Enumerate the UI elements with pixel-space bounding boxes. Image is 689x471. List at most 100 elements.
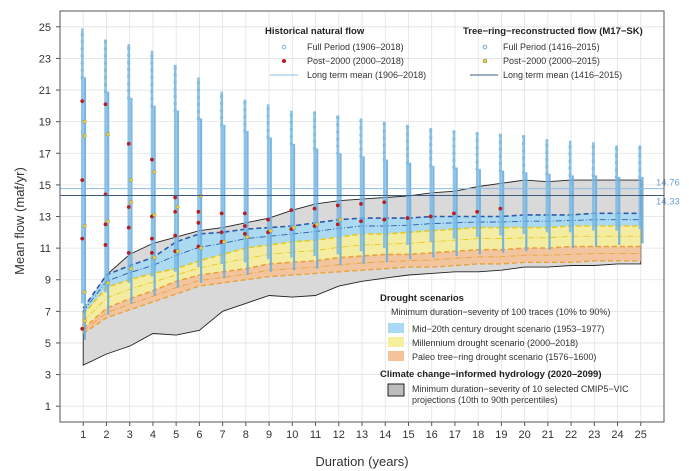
post2000-tree-ring-point — [152, 170, 157, 175]
post2000-historical-point — [173, 233, 178, 238]
tree-ring-range-column — [176, 110, 179, 288]
historical-marker — [429, 142, 433, 147]
legend-tree-post2000-marker — [482, 58, 488, 64]
historical-marker — [266, 128, 270, 132]
historical-range-column — [545, 139, 549, 233]
post2000-tree-ring-point — [82, 224, 87, 228]
y-tick-label: 21 — [39, 85, 51, 97]
historical-marker — [521, 135, 526, 139]
post2000-tree-ring-point — [152, 212, 157, 217]
historical-marker — [521, 170, 526, 174]
post2000-historical-point — [382, 217, 387, 222]
y-tick-label: 19 — [39, 117, 51, 129]
historical-marker — [498, 154, 503, 159]
historical-marker — [498, 161, 503, 166]
x-tick-label: 14 — [379, 429, 391, 441]
historical-marker — [150, 97, 154, 101]
x-tick-label: 18 — [472, 429, 484, 441]
post2000-historical-point — [219, 230, 224, 235]
post2000-tree-ring-point — [106, 132, 110, 137]
tree-ring-range-column — [362, 156, 365, 264]
historical-marker — [243, 129, 247, 133]
post2000-tree-ring-point — [82, 290, 87, 295]
historical-marker — [475, 153, 479, 157]
post2000-tree-ring-point — [268, 228, 273, 233]
historical-marker — [127, 60, 131, 65]
historical-marker — [173, 108, 177, 113]
historical-marker — [127, 67, 131, 72]
post2000-historical-point — [150, 236, 154, 241]
post2000-historical-point — [103, 222, 108, 227]
legend-millennium: Millennium drought scenario (2000–2018) — [412, 338, 578, 348]
historical-marker — [80, 68, 84, 72]
legend-tree-mean: Long term mean (1416–2015) — [503, 70, 622, 80]
x-tick-label: 6 — [196, 429, 202, 441]
historical-marker — [405, 161, 410, 165]
post2000-historical-point — [498, 206, 503, 211]
historical-range-column — [383, 121, 386, 249]
post2000-tree-ring-point — [338, 217, 343, 222]
x-tick-label: 17 — [449, 429, 461, 441]
historical-marker — [638, 161, 642, 165]
historical-marker — [196, 88, 201, 92]
post2000-historical-point — [126, 225, 131, 230]
tree-ring-range-column — [478, 169, 481, 255]
historical-marker — [196, 95, 201, 99]
y-tick-label: 5 — [45, 338, 51, 350]
historical-marker — [614, 161, 619, 165]
historical-range-column — [197, 77, 200, 268]
post2000-historical-point — [150, 250, 154, 255]
historical-marker — [103, 89, 108, 94]
historical-range-column — [150, 50, 154, 277]
tree-ring-range-column — [107, 91, 110, 315]
historical-marker — [336, 123, 340, 127]
historical-marker — [243, 122, 247, 126]
post2000-tree-ring-point — [222, 239, 227, 244]
historical-marker — [359, 147, 363, 151]
tree-ring-range-column — [199, 118, 203, 283]
scenario-median-line — [82, 235, 641, 322]
post2000-historical-point — [80, 99, 85, 104]
y-tick-label: 17 — [39, 148, 51, 160]
legend-historical: Historical natural flow Full Period (190… — [265, 26, 426, 80]
tree-ring-range-column — [153, 105, 156, 296]
post2000-points — [80, 99, 503, 331]
historical-marker — [127, 89, 131, 93]
historical-marker — [80, 40, 84, 44]
historical-marker — [289, 142, 293, 146]
post2000-historical-point — [126, 205, 131, 209]
legend-tree-full: Full Period (1416–2015) — [503, 42, 600, 52]
post2000-historical-point — [359, 201, 363, 206]
historical-marker — [127, 96, 131, 100]
historical-marker — [405, 125, 410, 129]
historical-marker — [80, 54, 84, 58]
historical-marker — [196, 102, 201, 106]
historical-marker — [498, 169, 503, 173]
tree-ring-range-column — [246, 131, 249, 275]
historical-marker — [591, 159, 595, 163]
historical-marker — [219, 123, 224, 127]
historical-range-column — [452, 131, 456, 239]
historical-marker — [173, 87, 177, 91]
historical-range-column — [638, 145, 642, 230]
tree-ring-range-column — [385, 159, 389, 263]
tree-ring-range-column — [571, 175, 574, 249]
historical-marker — [127, 82, 131, 86]
x-tick-label: 5 — [173, 429, 179, 441]
tree-ring-range-column — [455, 167, 458, 257]
post2000-tree-ring-point — [106, 280, 110, 285]
y-tick-label: 11 — [40, 243, 51, 255]
historical-marker — [219, 108, 224, 113]
historical-marker — [173, 73, 177, 77]
legend-historical-title: Historical natural flow — [265, 26, 365, 37]
x-tick-label: 8 — [243, 429, 249, 441]
post2000-historical-point — [80, 236, 85, 241]
legend-mid20: Mid−20th century drought scenario (1953–… — [412, 324, 604, 334]
x-tick-label: 11 — [310, 429, 321, 441]
historical-marker — [312, 146, 317, 151]
historical-marker — [429, 128, 433, 132]
historical-marker — [312, 118, 317, 122]
historical-marker — [429, 150, 433, 154]
